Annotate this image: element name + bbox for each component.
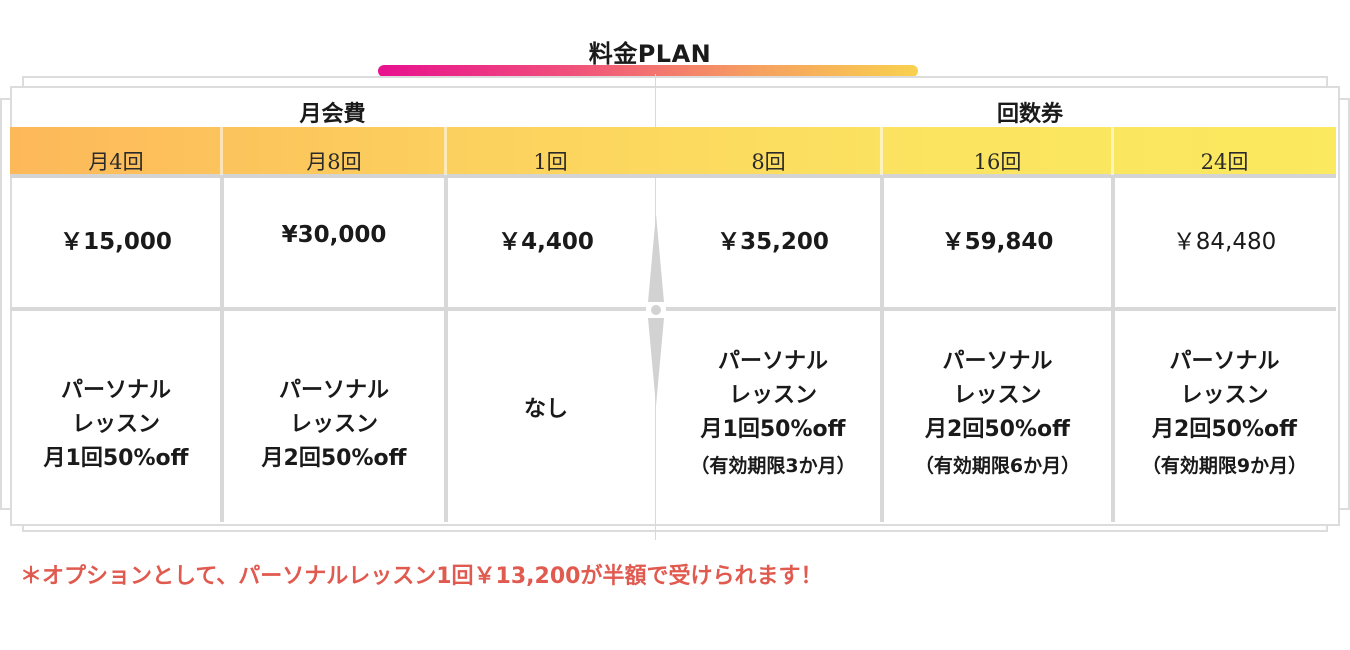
benefit-line: パーソナル: [1169, 349, 1280, 374]
column-label: 24回: [1200, 150, 1249, 174]
benefit-line: パーソナル: [717, 349, 828, 374]
benefit-line: レッスン: [289, 412, 378, 437]
benefit-line: パーソナル: [278, 378, 389, 403]
benefit-line: レッスン: [728, 383, 817, 408]
group-header-monthly: 月会費: [299, 102, 366, 127]
benefit-line: レッスン: [1180, 383, 1269, 408]
header-separator: [220, 127, 223, 175]
benefit-line: パーソナル: [60, 378, 171, 403]
header-separator: [1111, 127, 1114, 175]
header-separator: [880, 127, 883, 175]
column-header-band: [10, 127, 1336, 175]
benefit-line: 月2回50%off: [261, 446, 407, 471]
benefit-line: レッスン: [953, 383, 1042, 408]
header-separator: [444, 127, 447, 175]
validity-period: （有効期限9か月）: [1141, 455, 1308, 477]
benefit-cell: パーソナル レッスン 月2回50%off （有効期限6か月）: [882, 345, 1113, 479]
validity-period: （有効期限6か月）: [914, 455, 1081, 477]
column-label: 1回: [533, 150, 568, 174]
price-cell: ￥59,840: [941, 229, 1054, 255]
column-divider: [1111, 178, 1115, 522]
price-cell: ￥35,200: [717, 229, 829, 255]
price-cell: ￥4,400: [498, 229, 594, 255]
option-note: ＊オプションとして、パーソナルレッスン1回￥13,200が半額で受けられます！: [20, 564, 823, 589]
column-label: 月4回: [88, 150, 144, 174]
benefit-line: パーソナル: [942, 349, 1053, 374]
column-divider: [880, 178, 884, 522]
column-divider: [444, 178, 448, 522]
column-header-underline: [10, 174, 1336, 178]
row-divider: [666, 307, 1336, 311]
benefit-cell: パーソナル レッスン 月1回50%off （有効期限3か月）: [664, 345, 882, 479]
benefit-line: 月1回50%off: [700, 417, 846, 442]
benefit-line: レッスン: [71, 412, 160, 437]
price-cell: ¥30,000: [281, 222, 387, 248]
benefit-line: 月2回50%off: [1152, 417, 1297, 442]
center-dot: [648, 302, 664, 318]
benefit-line: 月2回50%off: [925, 417, 1070, 442]
benefit-cell: パーソナル レッスン 月2回50%off （有効期限9か月）: [1113, 345, 1336, 479]
price-cell: ￥84,480: [1172, 229, 1277, 255]
column-label: 月8回: [306, 150, 362, 174]
benefit-line: なし: [523, 397, 568, 422]
column-label: 16回: [973, 150, 1022, 174]
benefit-cell: なし: [446, 393, 646, 427]
price-cell: ￥15,000: [60, 229, 172, 255]
group-header-tickets: 回数券: [996, 102, 1063, 127]
validity-period: （有効期限3か月）: [690, 455, 856, 477]
column-divider: [220, 178, 224, 522]
title-underline-bar: [378, 65, 918, 77]
benefit-line: 月1回50%off: [43, 446, 189, 471]
row-divider: [10, 307, 646, 311]
benefit-cell: パーソナル レッスン 月2回50%off: [222, 374, 446, 476]
column-label: 8回: [751, 150, 786, 174]
page-title: 料金PLAN: [588, 40, 712, 68]
benefit-cell: パーソナル レッスン 月1回50%off: [10, 374, 222, 476]
